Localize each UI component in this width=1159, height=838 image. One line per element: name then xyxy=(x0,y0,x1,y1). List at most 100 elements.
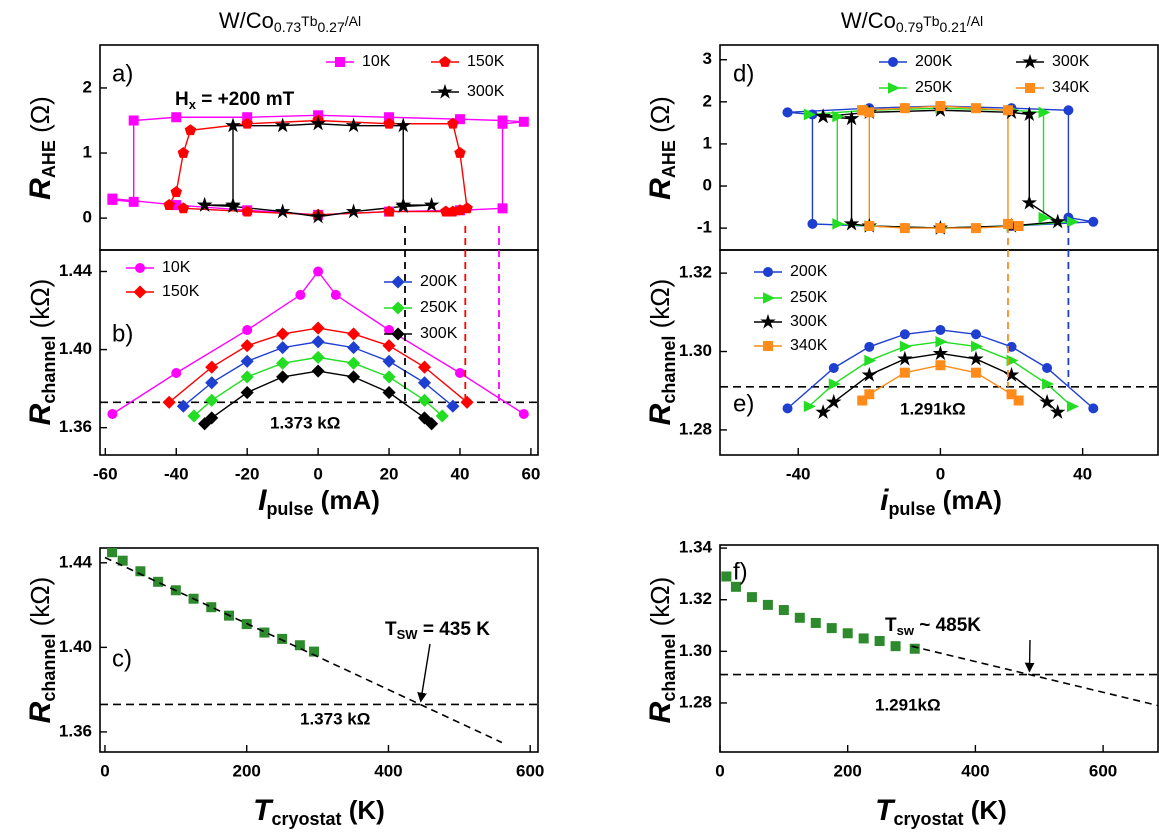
data-point xyxy=(277,633,288,644)
text-part: R xyxy=(24,403,57,425)
legend-label: 300K xyxy=(1052,53,1090,70)
x-axis-label: Ipulse (mA) xyxy=(258,484,380,519)
data-point xyxy=(803,108,816,121)
text-part: channel xyxy=(659,634,679,702)
legend-marker xyxy=(760,313,776,329)
data-point xyxy=(935,324,946,335)
annotation-arrow xyxy=(1024,639,1035,673)
x-tick-label: 400 xyxy=(961,761,989,780)
text-part: (kΩ) xyxy=(645,279,675,336)
data-point xyxy=(1038,211,1051,224)
legend-marker xyxy=(1025,83,1035,93)
legend-label: 340K xyxy=(1052,79,1090,96)
series-line xyxy=(823,109,1060,229)
x-tick-label: 0 xyxy=(715,761,724,780)
text-part: T xyxy=(253,794,274,827)
x-tick-label: 60 xyxy=(521,464,540,483)
data-point xyxy=(730,581,741,592)
data-point xyxy=(874,636,885,647)
text-part: channel xyxy=(39,634,59,702)
column-title: W/Co0.79Tb0.21/Al xyxy=(841,8,983,35)
x-tick-label: 200 xyxy=(233,761,261,780)
data-point xyxy=(857,105,868,116)
plot-frame xyxy=(99,547,539,753)
data-point xyxy=(497,203,508,214)
data-point xyxy=(171,368,182,378)
data-point xyxy=(782,107,793,118)
series-line xyxy=(808,107,1073,229)
legend-marker xyxy=(437,83,453,99)
data-point xyxy=(171,112,182,123)
data-point xyxy=(347,327,361,341)
legend-label: 340K xyxy=(790,337,828,354)
data-point xyxy=(1049,404,1066,419)
data-point xyxy=(899,367,910,378)
data-point xyxy=(347,356,361,370)
data-point xyxy=(205,411,219,425)
text-part: sw xyxy=(897,623,915,638)
data-point xyxy=(1002,105,1013,116)
panel-label: d) xyxy=(733,60,754,87)
plot-area xyxy=(720,571,1158,707)
y-axis-label: RAHE (Ω) xyxy=(644,96,679,200)
plot-area xyxy=(100,266,538,431)
x-tick-label: 400 xyxy=(374,761,402,780)
legend-marker xyxy=(1022,53,1038,69)
data-point xyxy=(259,627,270,638)
data-point xyxy=(276,327,290,341)
legend-label: 200K xyxy=(915,53,953,70)
data-point xyxy=(843,110,860,126)
data-point xyxy=(153,576,164,587)
y-tick-label: 1.40 xyxy=(59,339,92,358)
x-tick-label: -20 xyxy=(235,464,260,483)
data-point xyxy=(815,404,831,419)
data-point xyxy=(117,555,128,566)
data-point xyxy=(762,599,773,610)
text-part: = 435 K xyxy=(418,619,491,640)
legend-label: 300K xyxy=(420,325,458,342)
annotation: Tsw ~ 485K xyxy=(885,615,981,638)
data-point xyxy=(240,339,254,353)
data-point xyxy=(241,117,253,129)
y-tick-label: 1 xyxy=(703,133,712,152)
y-tick-label: 2 xyxy=(703,91,712,110)
annotation-arrow xyxy=(417,643,431,703)
text-part: /Al xyxy=(967,13,983,29)
text-part: AHE xyxy=(39,140,59,178)
legend-marker xyxy=(133,285,147,299)
data-point xyxy=(446,399,460,413)
data-point xyxy=(1039,393,1055,409)
data-point xyxy=(276,341,290,355)
data-point xyxy=(417,393,432,407)
data-point xyxy=(311,335,325,349)
data-point xyxy=(135,566,146,577)
legend-marker xyxy=(763,292,776,304)
data-point xyxy=(810,617,821,628)
text-part: (Ω) xyxy=(25,96,55,140)
legend-label: 250K xyxy=(790,289,828,306)
data-point xyxy=(826,393,842,409)
text-part: Tb xyxy=(923,13,940,29)
y-tick-label: 1.44 xyxy=(59,261,93,280)
data-point xyxy=(205,393,219,407)
data-point xyxy=(828,362,839,373)
data-point xyxy=(864,354,877,367)
y-tick-label: 1.28 xyxy=(679,692,712,711)
series-line xyxy=(787,105,1094,229)
text-part: (mA) xyxy=(313,485,379,515)
data-point xyxy=(345,117,362,133)
reference-label: 1.373 kΩ xyxy=(300,709,370,728)
data-point xyxy=(274,117,291,133)
data-point xyxy=(899,329,910,340)
x-tick-label: 40 xyxy=(1073,464,1092,483)
text-part: R xyxy=(24,701,57,723)
text-part: cryostat xyxy=(893,809,963,829)
data-point xyxy=(832,110,845,123)
text-part: R xyxy=(644,403,677,425)
data-point xyxy=(518,409,529,419)
data-point xyxy=(1049,213,1066,229)
x-tick-label: -40 xyxy=(164,464,189,483)
data-point xyxy=(383,117,395,129)
data-point xyxy=(843,215,860,231)
